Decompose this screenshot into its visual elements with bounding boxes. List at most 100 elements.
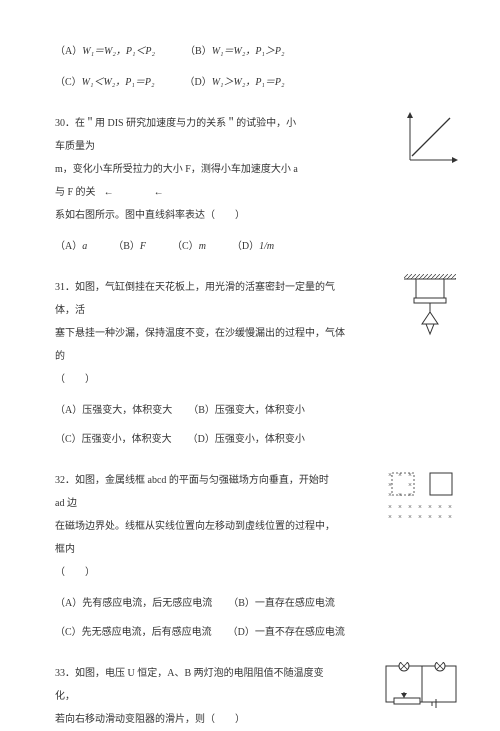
svg-text:×: × (418, 513, 422, 521)
opt-text: 一直不存在感应电流 (255, 627, 345, 638)
svg-text:×: × (428, 513, 432, 521)
opt-text: 一直存在感应电流 (255, 598, 335, 609)
y-arrow (407, 112, 413, 118)
q33-l1: 33．如图，电压 U 恒定，A、B 两灯泡的电阻阻值不随温度变化， (55, 662, 325, 708)
opt-label: （B） (113, 241, 140, 252)
solid-frame (430, 473, 452, 495)
opt-label: （B） (188, 405, 215, 416)
opt-label: （D） (232, 241, 259, 252)
q32-opts: （A）先有感应电流，后无感应电流 （B）一直存在感应电流 （C）先无感应电流，后… (55, 592, 450, 644)
q32-l2: 在磁场边界处。线框从实线位置向左移动到虚线位置的过程中，框内 (55, 515, 335, 561)
opt-label: （A） (55, 598, 82, 609)
opt-formula: W₁＞W₂，P₁＝P₂ (212, 77, 285, 88)
q29-row2: （C）W₁＜W₂，P₁＝P₂ （D）W₁＞W₂，P₁＝P₂ (55, 71, 450, 94)
opt-val: a (82, 241, 87, 252)
svg-text:×: × (408, 513, 412, 521)
opt-label: （C） (55, 77, 82, 88)
q32-figure: ××× ×× ××× ××××××× ××××××× (386, 469, 460, 525)
opt-label: （D） (228, 627, 255, 638)
piston-plate (414, 298, 446, 303)
q30-text: 30．在＂用 DIS 研究加速度与力的关系＂的试验中，小车质量为 m，变化小车所… (55, 112, 305, 227)
opt-formula: W₁＝W₂，P₁＜P₂ (82, 46, 155, 57)
slider-arrow-icon (401, 693, 407, 698)
svg-text:×: × (408, 481, 412, 489)
funnel-bot (426, 324, 434, 334)
opt-label: （C） (172, 241, 199, 252)
q29-opt-c: （C）W₁＜W₂，P₁＝P₂ (55, 71, 154, 94)
q29-options: （A）W₁＝W₂，P₁＜P₂ （B）W₁＝W₂，P₁＞P₂ （C）W₁＜W₂，P… (55, 40, 450, 94)
opt-label: （B） (185, 46, 212, 57)
opt-label: （A） (55, 241, 82, 252)
q31-row1: （A）压强变大，体积变大 （B）压强变大，体积变小 (55, 399, 450, 422)
q30-opt-b: （B）F (113, 235, 146, 258)
opt-label: （A） (55, 46, 82, 57)
opt-label: （C） (55, 434, 82, 445)
svg-text:×: × (398, 503, 402, 511)
q31-blank: （ ） (55, 368, 345, 391)
opt-label: （B） (228, 598, 255, 609)
q32-opt-c: （C）先无感应电流，后有感应电流 (55, 621, 212, 644)
q30-l2t: m，变化小车所受拉力的大小 F，测得小车加速度大小 a 与 F 的关 (55, 164, 298, 198)
opt-val: F (140, 241, 146, 252)
q30: 30．在＂用 DIS 研究加速度与力的关系＂的试验中，小车质量为 m，变化小车所… (55, 112, 450, 258)
svg-text:×: × (398, 513, 402, 521)
q33-l2: 若向右移动滑动变阻器的滑片，则（ ） (55, 708, 325, 731)
svg-text:×: × (388, 513, 392, 521)
q31-opt-d: （D）压强变小，体积变小 (188, 428, 305, 451)
svg-text:×: × (428, 503, 432, 511)
q30-opts: （A）a （B）F （C）m （D）1/m (55, 235, 450, 258)
q32-opt-a: （A）先有感应电流，后无感应电流 (55, 592, 212, 615)
q29-opt-b: （B）W₁＝W₂，P₁＞P₂ (185, 40, 284, 63)
svg-text:×: × (388, 481, 392, 489)
svg-text:×: × (388, 503, 392, 511)
opt-formula: W₁＜W₂，P₁＝P₂ (82, 77, 155, 88)
svg-text:×: × (448, 503, 452, 511)
svg-text:×: × (438, 503, 442, 511)
opt-val: 1/m (259, 241, 274, 252)
q29-opt-a: （A）W₁＝W₂，P₁＜P₂ (55, 40, 155, 63)
q32-text: 32．如图，金属线框 abcd 的平面与匀强磁场方向垂直，开始时 ad 边 在磁… (55, 469, 335, 584)
svg-text:×: × (418, 503, 422, 511)
q30-opt-d: （D）1/m (232, 235, 274, 258)
graph-svg (404, 112, 460, 164)
opt-label: （D） (188, 434, 215, 445)
slope-line (412, 118, 450, 156)
svg-text:×: × (408, 471, 412, 479)
q32-blank: （ ） (55, 561, 335, 584)
circuit-svg (382, 662, 460, 708)
q33-text: 33．如图，电压 U 恒定，A、B 两灯泡的电阻阻值不随温度变化， 若向右移动滑… (55, 662, 325, 731)
q31-opt-c: （C）压强变小，体积变大 (55, 428, 172, 451)
q33: 33．如图，电压 U 恒定，A、B 两灯泡的电阻阻值不随温度变化， 若向右移动滑… (55, 662, 450, 731)
q29-row1: （A）W₁＝W₂，P₁＜P₂ （B）W₁＝W₂，P₁＞P₂ (55, 40, 450, 63)
q32-row1: （A）先有感应电流，后无感应电流 （B）一直存在感应电流 (55, 592, 450, 615)
q31-opt-a: （A）压强变大，体积变大 (55, 399, 172, 422)
q31-opts: （A）压强变大，体积变大 （B）压强变大，体积变小 （C）压强变小，体积变大 （… (55, 399, 450, 451)
q32-opt-b: （B）一直存在感应电流 (228, 592, 335, 615)
opt-text: 先无感应电流，后有感应电流 (82, 627, 212, 638)
svg-text:×: × (448, 513, 452, 521)
q32-l1: 32．如图，金属线框 abcd 的平面与匀强磁场方向垂直，开始时 ad 边 (55, 469, 335, 515)
crosses: ××× ×× ××× ××××××× ××××××× (388, 471, 452, 521)
q29-opt-d: （D）W₁＞W₂，P₁＝P₂ (184, 71, 284, 94)
q33-figure (382, 662, 460, 708)
piston-svg (400, 274, 460, 338)
opt-label: （A） (55, 405, 82, 416)
opt-label: （C） (55, 627, 82, 638)
q31-figure (400, 274, 460, 338)
opt-text: 压强变大，体积变大 (82, 405, 172, 416)
q32: 32．如图，金属线框 abcd 的平面与匀强磁场方向垂直，开始时 ad 边 在磁… (55, 469, 450, 644)
ceiling (404, 274, 456, 279)
svg-text:×: × (388, 491, 392, 499)
opt-label: （D） (184, 77, 211, 88)
q30-graph (404, 112, 460, 164)
q31-text: 31．如图，气缸倒挂在天花板上，用光滑的活塞密封一定量的气体，活 塞下悬挂一种沙… (55, 276, 345, 391)
svg-text:×: × (438, 513, 442, 521)
q32-row2: （C）先无感应电流，后有感应电流 （D）一直不存在感应电流 (55, 621, 450, 644)
funnel-top (422, 312, 438, 324)
q30-l3: 系如右图所示。图中直线斜率表达（ ） (55, 204, 305, 227)
q30-l2: m，变化小车所受拉力的大小 F，测得小车加速度大小 a 与 F 的关←← (55, 158, 305, 204)
x-arrow (452, 157, 458, 163)
field-svg: ××× ×× ××× ××××××× ××××××× (386, 469, 460, 525)
opt-text: 压强变小，体积变小 (215, 434, 305, 445)
q30-opt-a: （A）a (55, 235, 87, 258)
